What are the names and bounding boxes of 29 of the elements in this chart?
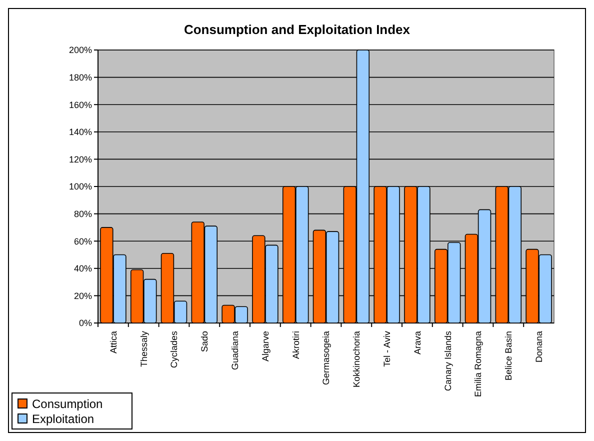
x-tick-label: Akrotiri xyxy=(290,331,301,360)
y-tick-label: 0% xyxy=(78,318,92,328)
x-tick-label: Belice Basin xyxy=(504,331,514,381)
x-tick-label: Donana xyxy=(534,331,544,363)
y-tick-label: 120% xyxy=(68,154,92,164)
x-tick-label: Sado xyxy=(200,331,210,352)
x-tick-label: Algarve xyxy=(260,331,270,362)
y-tick-label: 20% xyxy=(74,290,92,301)
y-tick-label: 80% xyxy=(74,208,92,219)
x-tick-label: Attica xyxy=(108,331,118,354)
y-tick-label: 180% xyxy=(68,72,92,82)
x-tick-label: Canary Islands xyxy=(442,330,453,392)
x-tick-label: Kokkinochoria xyxy=(352,331,362,388)
y-tick-label: 200% xyxy=(68,45,92,56)
x-tick-label: Thessaly xyxy=(138,330,149,368)
y-tick-label: 40% xyxy=(74,264,92,274)
chart-title: Consumption and Exploitation Index xyxy=(184,22,411,37)
legend-label: Exploitation xyxy=(32,412,94,426)
y-tick-label: 60% xyxy=(74,236,92,246)
y-tick-label: 160% xyxy=(68,100,92,110)
x-tick-label: Arava xyxy=(412,331,422,355)
x-tick-label: Emilia Romagna xyxy=(473,331,484,398)
x-tick-label: Germasogeia xyxy=(321,331,332,386)
x-tick-label: Tel - Aviv xyxy=(382,330,392,367)
x-tick-label: Cyclades xyxy=(169,330,180,368)
y-tick-label: 100% xyxy=(68,182,92,192)
y-tick-label: 140% xyxy=(68,127,92,138)
legend-label: Consumption xyxy=(32,397,103,412)
x-tick-label: Guadiana xyxy=(230,331,240,370)
